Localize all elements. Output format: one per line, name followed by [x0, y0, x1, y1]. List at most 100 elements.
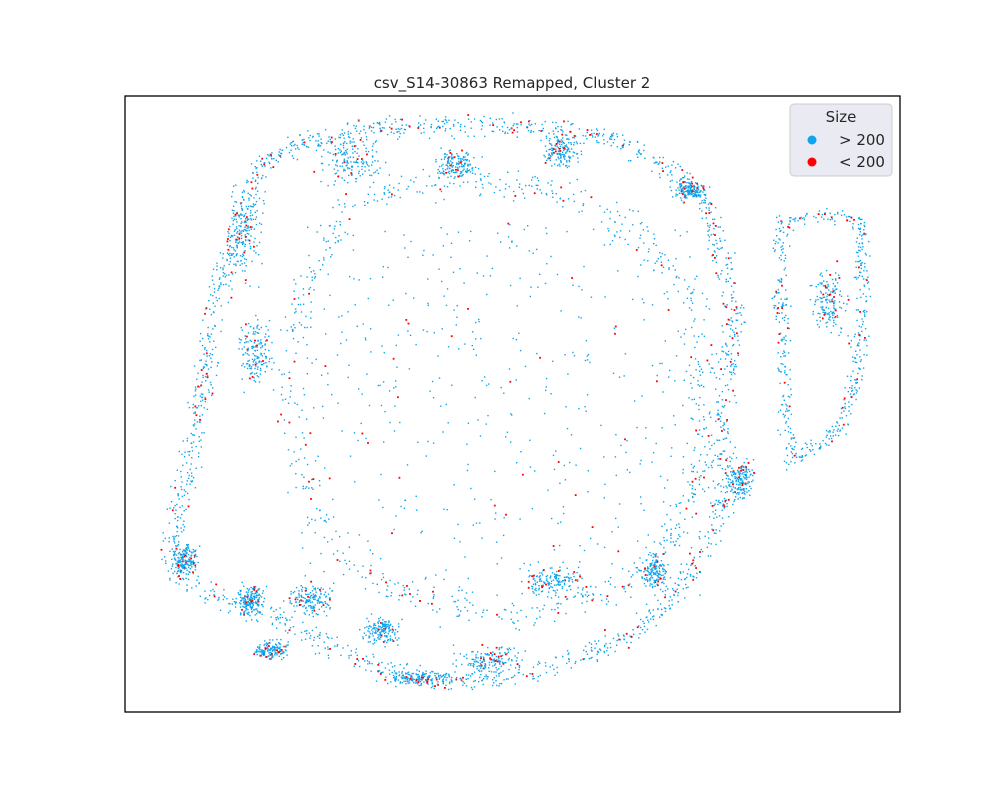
point-below-200 — [719, 458, 722, 460]
point-above-200 — [784, 365, 786, 368]
point-above-200 — [777, 288, 779, 291]
point-above-200 — [639, 237, 641, 239]
chart-title: csv_S14-30863 Remapped, Cluster 2 — [374, 74, 651, 93]
point-above-200 — [356, 654, 358, 657]
point-above-200 — [191, 450, 194, 452]
point-above-200 — [381, 623, 384, 626]
point-above-200 — [365, 136, 368, 138]
point-above-200 — [834, 223, 836, 226]
point-above-200 — [248, 242, 251, 245]
point-above-200 — [244, 352, 247, 354]
point-above-200 — [246, 612, 248, 614]
point-above-200 — [201, 432, 203, 434]
point-above-200 — [281, 373, 283, 376]
point-above-200 — [778, 312, 781, 315]
point-above-200 — [219, 267, 222, 269]
point-above-200 — [206, 364, 208, 366]
point-above-200 — [306, 599, 309, 601]
point-above-200 — [358, 172, 360, 174]
point-above-200 — [492, 659, 494, 661]
point-above-200 — [187, 401, 189, 404]
point-above-200 — [383, 625, 385, 627]
point-above-200 — [860, 296, 862, 299]
point-above-200 — [780, 356, 782, 358]
point-above-200 — [257, 594, 259, 596]
point-above-200 — [377, 122, 380, 125]
point-above-200 — [188, 571, 190, 573]
point-above-200 — [184, 566, 186, 568]
point-above-200 — [624, 238, 626, 241]
point-above-200 — [191, 457, 193, 459]
point-above-200 — [339, 221, 341, 223]
point-above-200 — [731, 364, 733, 366]
point-above-200 — [201, 396, 203, 399]
point-above-200 — [664, 551, 667, 553]
point-above-200 — [867, 281, 870, 283]
point-above-200 — [737, 312, 739, 315]
point-above-200 — [268, 349, 270, 352]
point-above-200 — [819, 443, 821, 445]
point-above-200 — [320, 138, 322, 140]
point-above-200 — [285, 649, 287, 652]
point-above-200 — [841, 417, 843, 419]
point-above-200 — [438, 176, 440, 179]
point-above-200 — [172, 550, 175, 553]
point-above-200 — [290, 142, 292, 144]
point-above-200 — [244, 229, 247, 231]
point-above-200 — [178, 583, 180, 585]
point-above-200 — [264, 649, 267, 651]
point-above-200 — [711, 466, 713, 469]
point-above-200 — [403, 677, 405, 680]
point-below-200 — [533, 192, 536, 195]
point-above-200 — [790, 451, 792, 453]
point-above-200 — [256, 349, 259, 351]
point-above-200 — [605, 598, 608, 600]
point-above-200 — [657, 608, 659, 610]
point-above-200 — [393, 670, 396, 672]
point-above-200 — [240, 603, 242, 605]
point-above-200 — [866, 345, 868, 347]
point-above-200 — [652, 569, 654, 571]
point-above-200 — [573, 137, 575, 139]
point-above-200 — [235, 264, 237, 267]
point-above-200 — [313, 595, 315, 597]
point-above-200 — [550, 582, 552, 585]
point-above-200 — [511, 660, 513, 662]
point-below-200 — [695, 429, 697, 432]
point-above-200 — [203, 353, 205, 355]
point-above-200 — [349, 156, 351, 158]
point-above-200 — [479, 670, 481, 673]
point-above-200 — [456, 166, 459, 169]
point-above-200 — [647, 619, 649, 621]
point-above-200 — [267, 154, 269, 156]
point-above-200 — [547, 182, 549, 184]
point-above-200 — [264, 643, 266, 645]
point-above-200 — [604, 635, 606, 637]
point-above-200 — [783, 319, 786, 322]
point-above-200 — [361, 162, 364, 165]
point-below-200 — [459, 161, 462, 164]
point-above-200 — [548, 587, 551, 589]
point-above-200 — [298, 148, 300, 150]
point-above-200 — [207, 326, 209, 329]
point-above-200 — [433, 687, 435, 690]
point-above-200 — [374, 632, 376, 634]
point-above-200 — [719, 464, 721, 466]
point-above-200 — [447, 161, 449, 163]
point-above-200 — [730, 365, 732, 367]
point-above-200 — [649, 565, 651, 567]
point-above-200 — [222, 598, 225, 601]
point-above-200 — [619, 236, 621, 239]
point-above-200 — [167, 570, 170, 572]
point-above-200 — [459, 185, 461, 187]
point-above-200 — [178, 567, 180, 570]
point-above-200 — [335, 530, 337, 533]
point-above-200 — [226, 259, 228, 262]
point-above-200 — [724, 404, 726, 407]
point-above-200 — [317, 600, 319, 602]
point-below-200 — [177, 564, 180, 566]
point-above-200 — [305, 486, 308, 488]
point-above-200 — [658, 564, 661, 567]
point-above-200 — [790, 460, 792, 463]
point-above-200 — [495, 671, 497, 673]
